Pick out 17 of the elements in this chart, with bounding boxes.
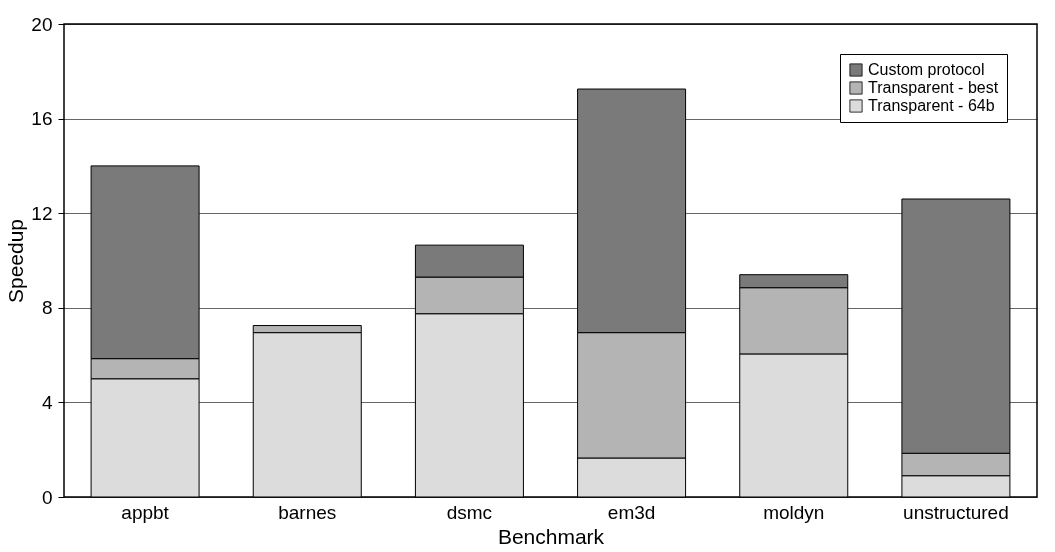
x-tick-label: unstructured xyxy=(903,501,1009,523)
y-tick-label: 16 xyxy=(31,108,53,130)
x-tick-label: moldyn xyxy=(763,501,825,523)
legend-label: Transparent - 64b xyxy=(868,97,995,114)
x-tick-label: dsmc xyxy=(446,501,493,523)
legend-label: Custom protocol xyxy=(868,61,985,78)
x-tick-label: em3d xyxy=(607,501,656,523)
y-tick-label: 12 xyxy=(31,202,53,224)
y-tick-label: 0 xyxy=(41,486,53,508)
legend-label: Transparent - best xyxy=(868,79,999,96)
x-axis-title: Benchmark xyxy=(497,524,605,548)
y-axis-title: Speedup xyxy=(4,218,28,304)
x-tick-label: appbt xyxy=(121,501,170,523)
y-tick-label: 4 xyxy=(41,391,53,413)
y-tick-label: 8 xyxy=(41,297,53,319)
x-tick-label: barnes xyxy=(278,501,337,523)
y-tick-label: 20 xyxy=(31,13,53,35)
